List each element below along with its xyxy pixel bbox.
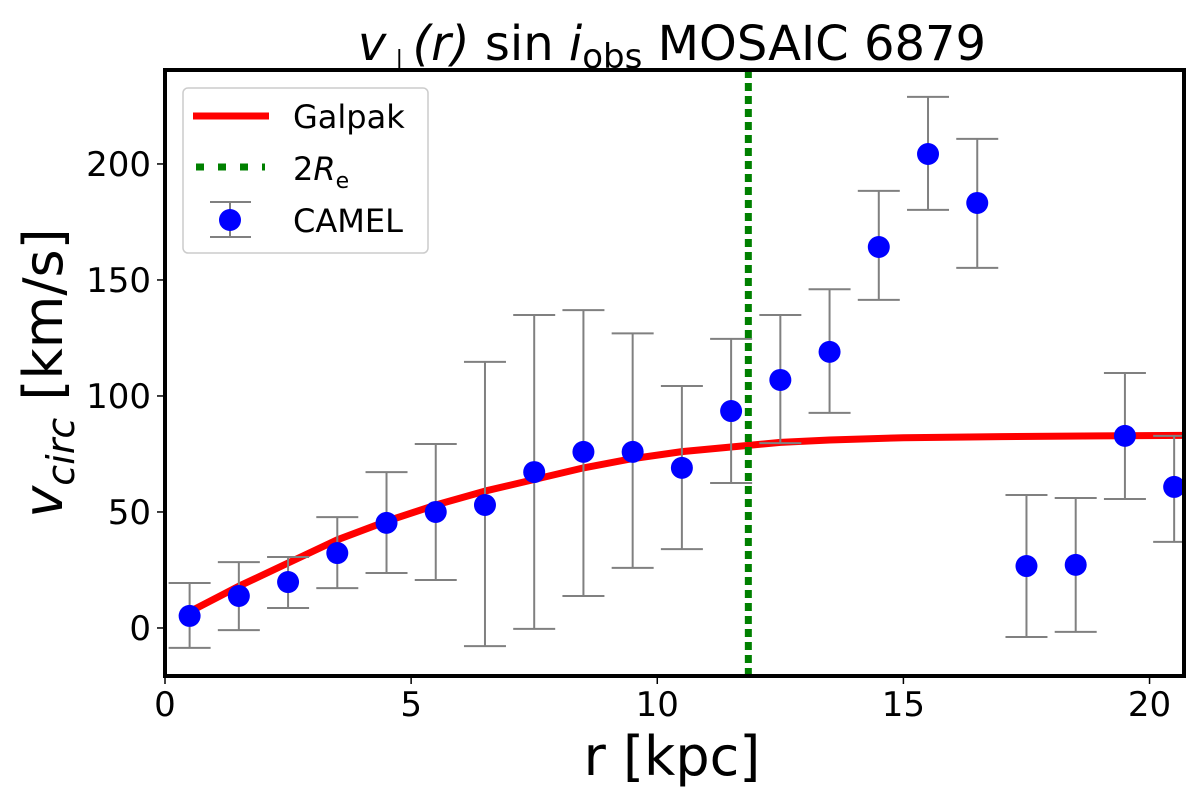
legend-2re-label: 2Re xyxy=(293,150,349,194)
x-tick-label: 15 xyxy=(882,685,925,725)
x-tick-label: 0 xyxy=(154,685,176,725)
camel-point xyxy=(1064,553,1087,576)
x-axis-label: r [kpc] xyxy=(584,725,761,788)
galpak-line xyxy=(188,431,1184,615)
x-tick-label: 5 xyxy=(400,685,422,725)
x-tick-label: 10 xyxy=(636,685,679,725)
camel-point xyxy=(867,236,890,259)
camel-point xyxy=(572,440,595,463)
x-tick-label: 20 xyxy=(1128,685,1171,725)
legend-galpak-label: Galpak xyxy=(293,98,405,136)
y-tick-label: 0 xyxy=(129,609,151,649)
plot-frame xyxy=(163,68,1186,678)
y-tick-label: 50 xyxy=(108,493,151,533)
camel-point xyxy=(326,542,349,565)
camel-point xyxy=(178,604,201,627)
camel-point xyxy=(670,456,693,479)
camel-point xyxy=(1163,475,1184,498)
camel-point xyxy=(375,511,398,534)
legend-box xyxy=(182,87,429,254)
camel-point xyxy=(621,440,644,463)
camel-point xyxy=(523,461,546,484)
y-axis-label: vcirc [km/s] xyxy=(12,228,83,517)
y-tick-label: 200 xyxy=(86,145,151,185)
camel-point xyxy=(818,340,841,363)
y-tick-label: 150 xyxy=(86,261,151,301)
camel-point xyxy=(966,191,989,214)
legend-camel-label: CAMEL xyxy=(293,202,403,240)
legend: Galpak 2Re CAMEL xyxy=(182,87,429,254)
camel-point xyxy=(917,142,940,165)
camel-point xyxy=(473,494,496,517)
chart-title: v⊥(r) sin iobs MOSAIC 6879 xyxy=(358,16,986,78)
camel-point xyxy=(1015,555,1038,578)
y-tick-label: 100 xyxy=(86,377,151,417)
legend-camel-marker xyxy=(210,201,251,238)
camel-point xyxy=(769,368,792,391)
camel-point xyxy=(277,571,300,594)
camel-point xyxy=(424,500,447,523)
camel-point xyxy=(720,400,743,423)
camel-point xyxy=(1113,424,1136,447)
camel-point xyxy=(227,584,250,607)
